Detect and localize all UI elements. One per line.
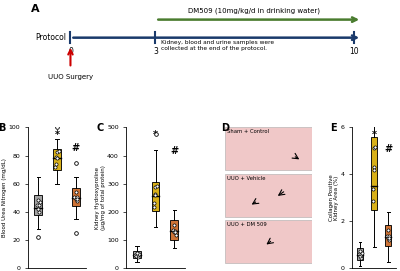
Point xyxy=(36,209,43,214)
Text: Kidney, blood and urine samples were
collected at the end of the protocol.: Kidney, blood and urine samples were col… xyxy=(161,40,274,51)
Point xyxy=(71,195,78,199)
Point xyxy=(134,253,141,257)
Text: Sham + Control: Sham + Control xyxy=(228,130,270,134)
Point xyxy=(370,199,376,203)
Point xyxy=(386,234,392,238)
Point xyxy=(73,231,79,235)
Point xyxy=(54,125,60,130)
Text: A: A xyxy=(31,4,40,14)
Point xyxy=(172,228,178,233)
Point xyxy=(151,200,158,205)
Point xyxy=(73,197,80,201)
Point xyxy=(136,251,142,256)
Point xyxy=(152,192,158,196)
Text: 3: 3 xyxy=(153,47,158,56)
Point xyxy=(35,198,42,202)
Bar xyxy=(152,182,160,211)
Point xyxy=(132,253,138,257)
Text: UUO + Vehicle: UUO + Vehicle xyxy=(228,176,266,181)
Point xyxy=(356,252,362,256)
Point xyxy=(385,228,391,232)
Point xyxy=(73,160,79,165)
Text: C: C xyxy=(96,123,103,133)
Point xyxy=(54,150,60,154)
Bar xyxy=(385,225,391,246)
Point xyxy=(154,184,160,188)
Bar xyxy=(371,137,377,209)
Point xyxy=(36,203,42,207)
Text: D: D xyxy=(221,123,229,133)
Point xyxy=(35,206,41,211)
Point xyxy=(134,251,140,255)
Point xyxy=(152,132,159,137)
Point xyxy=(133,254,140,258)
Text: E: E xyxy=(330,123,336,133)
Y-axis label: Collagen Positive
Kidney Area (%): Collagen Positive Kidney Area (%) xyxy=(328,175,339,221)
Text: 0: 0 xyxy=(68,47,73,56)
Point xyxy=(74,195,80,200)
Point xyxy=(385,235,392,240)
Point xyxy=(386,235,392,240)
Point xyxy=(151,205,157,209)
Point xyxy=(37,200,44,204)
Text: *: * xyxy=(372,130,377,140)
Point xyxy=(152,193,158,198)
Point xyxy=(173,233,179,237)
Text: *: * xyxy=(153,130,158,140)
Bar xyxy=(170,220,178,240)
Point xyxy=(357,249,364,253)
Y-axis label: Kidney Hydroxyproline
(μg/mg of total protein): Kidney Hydroxyproline (μg/mg of total pr… xyxy=(95,165,106,230)
Point xyxy=(171,230,178,234)
Point xyxy=(386,238,393,243)
Bar xyxy=(34,195,42,215)
Text: Protocol: Protocol xyxy=(35,33,66,42)
Point xyxy=(54,156,60,160)
Point xyxy=(53,155,60,160)
Point xyxy=(370,187,376,191)
Point xyxy=(384,233,390,238)
Point xyxy=(53,162,59,166)
Point xyxy=(358,250,365,255)
Bar xyxy=(357,248,363,260)
Text: UUO + DM 509: UUO + DM 509 xyxy=(228,222,267,227)
Text: #: # xyxy=(170,146,178,156)
Text: *: * xyxy=(55,130,60,140)
Text: UUO Surgery: UUO Surgery xyxy=(48,74,93,80)
Point xyxy=(371,168,377,173)
Bar xyxy=(225,220,312,263)
Y-axis label: Blood Urea Nitrogen (mg/dL): Blood Urea Nitrogen (mg/dL) xyxy=(2,158,7,237)
Text: #: # xyxy=(384,144,392,154)
Text: 10: 10 xyxy=(349,47,358,56)
Bar xyxy=(133,251,141,259)
Point xyxy=(172,230,178,234)
Bar xyxy=(53,149,61,170)
Point xyxy=(56,149,62,154)
Bar xyxy=(225,174,312,217)
Bar xyxy=(72,188,80,206)
Point xyxy=(152,185,158,189)
Point xyxy=(52,165,58,169)
Text: DM509 (10mg/kg/d in drinking water): DM509 (10mg/kg/d in drinking water) xyxy=(188,7,320,14)
Text: B: B xyxy=(0,123,5,133)
Text: #: # xyxy=(72,143,80,153)
Point xyxy=(135,255,141,259)
Point xyxy=(357,254,363,259)
Point xyxy=(358,256,364,260)
Point xyxy=(34,203,40,207)
Bar xyxy=(225,127,312,170)
Point xyxy=(73,197,79,201)
Point xyxy=(370,165,377,169)
Point xyxy=(74,199,81,204)
Point xyxy=(170,228,176,233)
Point xyxy=(35,235,42,240)
Point xyxy=(171,223,177,227)
Point xyxy=(372,145,378,149)
Point xyxy=(72,190,79,194)
Point xyxy=(358,252,364,256)
Point xyxy=(371,146,377,150)
